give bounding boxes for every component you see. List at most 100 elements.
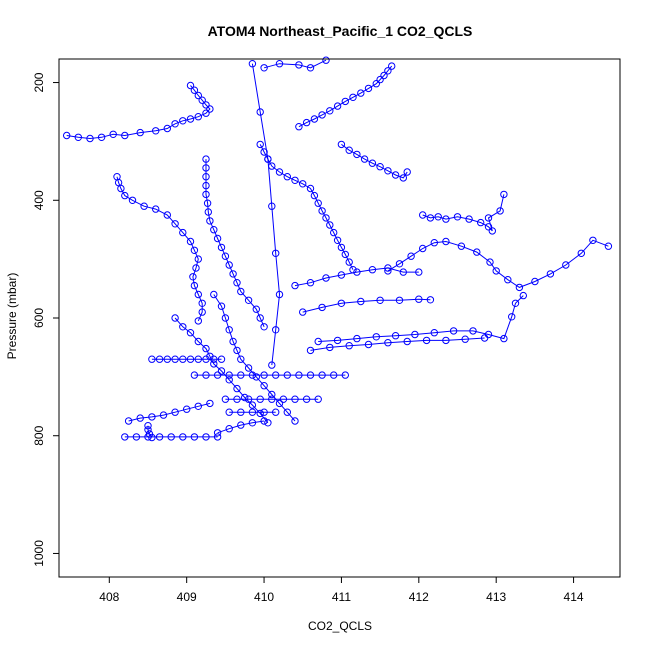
data-point	[204, 208, 213, 216]
data-point	[140, 202, 148, 210]
data-point	[477, 218, 485, 227]
data-point	[152, 127, 160, 135]
data-point	[337, 140, 346, 149]
data-point	[442, 336, 450, 345]
data-series	[337, 140, 411, 182]
data-point	[283, 408, 291, 416]
x-tick-label: 414	[564, 590, 584, 604]
data-point	[260, 408, 268, 416]
data-point	[179, 433, 187, 441]
data-series	[260, 56, 330, 72]
data-point	[248, 419, 257, 427]
data-point	[190, 281, 199, 290]
data-point	[291, 417, 299, 425]
data-series	[62, 81, 214, 143]
data-point	[384, 67, 392, 75]
data-point	[252, 305, 260, 313]
data-point	[453, 213, 462, 221]
data-point	[291, 176, 299, 185]
series-line	[128, 402, 211, 422]
data-point	[198, 96, 206, 104]
data-point	[179, 323, 187, 331]
data-point	[368, 159, 377, 167]
x-axis: 408 409 410 411 412 413 414	[99, 576, 584, 604]
data-point	[202, 164, 210, 172]
data-point	[186, 81, 195, 90]
data-series	[221, 395, 322, 403]
data-point	[268, 202, 276, 210]
series-line	[341, 143, 408, 179]
data-point	[144, 422, 152, 430]
data-point	[62, 131, 71, 140]
data-point	[171, 220, 179, 228]
data-point	[244, 395, 253, 403]
data-point	[504, 276, 512, 284]
data-point	[295, 61, 303, 69]
data-point	[121, 433, 129, 441]
data-point	[275, 60, 284, 68]
data-point	[384, 264, 392, 272]
data-point	[248, 408, 257, 416]
data-point	[194, 317, 203, 325]
data-point	[163, 124, 172, 133]
data-point	[233, 279, 241, 287]
data-point	[449, 327, 458, 335]
data-point	[419, 244, 427, 253]
data-point	[221, 314, 230, 322]
data-point	[260, 64, 268, 72]
data-point	[500, 334, 508, 343]
data-point	[403, 337, 411, 346]
data-series	[190, 371, 349, 379]
data-point	[124, 417, 133, 425]
data-point	[233, 346, 241, 355]
data-point	[283, 371, 291, 379]
x-tick-label: 413	[486, 590, 506, 604]
data-point	[341, 371, 349, 379]
data-point	[202, 371, 210, 379]
data-point	[345, 342, 353, 350]
data-point	[189, 273, 197, 281]
data-point	[148, 355, 156, 363]
series-line	[147, 425, 153, 438]
data-point	[194, 355, 203, 363]
data-point	[244, 296, 253, 304]
data-point	[268, 361, 276, 369]
data-point	[213, 371, 222, 379]
data-point	[469, 327, 477, 335]
series-line	[217, 420, 265, 434]
data-point	[194, 290, 203, 299]
data-point	[337, 243, 346, 252]
data-point	[233, 395, 241, 403]
data-point	[225, 376, 233, 384]
data-point	[159, 411, 168, 419]
data-series	[299, 295, 435, 316]
data-point	[515, 283, 524, 292]
data-point	[179, 228, 187, 237]
data-point	[508, 313, 516, 321]
data-point	[202, 344, 210, 353]
series-line	[310, 337, 485, 351]
data-point	[306, 371, 315, 379]
data-point	[357, 297, 365, 306]
data-point	[225, 425, 233, 433]
data-series	[384, 236, 613, 292]
data-point	[221, 395, 230, 403]
data-point	[229, 270, 237, 278]
data-point	[264, 155, 272, 163]
data-point	[318, 111, 326, 119]
data-series	[148, 355, 226, 363]
data-point	[419, 211, 427, 219]
data-point	[194, 255, 203, 263]
data-point	[213, 429, 222, 437]
data-point	[225, 408, 233, 416]
data-point	[237, 371, 245, 379]
data-point	[372, 80, 380, 88]
data-point	[198, 299, 206, 307]
data-point	[457, 242, 466, 250]
data-series	[291, 264, 423, 290]
data-point	[318, 207, 326, 215]
y-tick-label: 600	[32, 308, 46, 328]
data-point	[155, 433, 164, 441]
data-point	[376, 296, 384, 304]
